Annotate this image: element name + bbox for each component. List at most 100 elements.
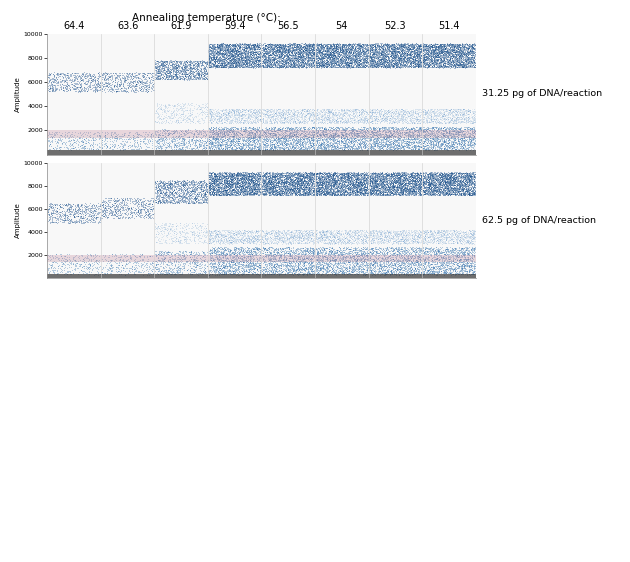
- Point: [274, 105, 284, 114]
- Point: [269, 234, 279, 243]
- Point: [175, 99, 185, 108]
- Point: [304, 45, 314, 54]
- Point: [379, 265, 389, 274]
- Point: [447, 188, 457, 197]
- Point: [275, 51, 285, 60]
- Point: [370, 39, 381, 48]
- Point: [462, 39, 472, 48]
- Point: [303, 178, 313, 187]
- Point: [403, 172, 413, 181]
- Point: [243, 52, 253, 61]
- Point: [352, 269, 362, 278]
- Point: [277, 178, 287, 187]
- Point: [462, 110, 472, 119]
- Point: [111, 87, 121, 96]
- Point: [239, 132, 249, 140]
- Point: [212, 135, 222, 144]
- Point: [381, 246, 391, 255]
- Point: [427, 59, 437, 68]
- Point: [197, 135, 207, 144]
- Point: [425, 131, 435, 140]
- Point: [125, 71, 135, 80]
- Point: [280, 125, 290, 134]
- Point: [386, 43, 396, 52]
- Point: [443, 171, 453, 180]
- Point: [238, 180, 248, 189]
- Point: [384, 252, 394, 261]
- Point: [396, 183, 406, 192]
- Point: [370, 44, 381, 53]
- Point: [436, 57, 446, 66]
- Point: [459, 181, 469, 190]
- Point: [220, 235, 230, 244]
- Point: [365, 53, 375, 62]
- Point: [428, 52, 438, 61]
- Point: [469, 134, 479, 143]
- Point: [289, 53, 299, 62]
- Point: [83, 269, 93, 278]
- Point: [273, 176, 283, 185]
- Point: [332, 235, 342, 244]
- Point: [224, 116, 234, 125]
- Point: [428, 111, 438, 120]
- Point: [230, 124, 240, 133]
- Point: [421, 144, 432, 153]
- Point: [324, 57, 335, 66]
- Point: [459, 60, 469, 69]
- Point: [129, 206, 139, 215]
- Point: [333, 188, 343, 197]
- Point: [236, 51, 246, 60]
- Point: [334, 39, 344, 48]
- Point: [462, 182, 472, 191]
- Point: [346, 265, 357, 274]
- Point: [86, 75, 96, 84]
- Point: [223, 266, 233, 275]
- Point: [410, 142, 420, 151]
- Point: [153, 183, 163, 192]
- Point: [158, 65, 168, 74]
- Point: [402, 51, 412, 60]
- Point: [432, 46, 442, 55]
- Point: [378, 228, 388, 237]
- Point: [158, 197, 168, 206]
- Point: [329, 169, 339, 178]
- Point: [360, 183, 370, 192]
- Point: [398, 181, 408, 190]
- Point: [358, 170, 368, 179]
- Point: [386, 243, 396, 252]
- Point: [364, 55, 374, 64]
- Point: [375, 48, 386, 57]
- Point: [177, 257, 187, 266]
- Point: [440, 44, 450, 53]
- Point: [248, 51, 258, 60]
- Point: [66, 145, 76, 154]
- Point: [185, 253, 195, 262]
- Point: [318, 189, 328, 198]
- Point: [446, 179, 456, 188]
- Point: [401, 140, 411, 149]
- Point: [160, 183, 170, 192]
- Point: [407, 226, 417, 235]
- Point: [369, 46, 379, 55]
- Point: [164, 248, 175, 257]
- Point: [316, 188, 326, 197]
- Point: [351, 49, 361, 58]
- Point: [347, 46, 357, 55]
- Point: [428, 171, 438, 180]
- Point: [468, 127, 478, 136]
- Point: [164, 198, 174, 207]
- Point: [304, 183, 314, 192]
- Point: [355, 106, 365, 115]
- Point: [291, 266, 301, 275]
- Point: [236, 58, 246, 67]
- Point: [401, 250, 411, 259]
- Point: [297, 253, 307, 262]
- Point: [454, 251, 464, 260]
- Point: [367, 144, 377, 153]
- Point: [262, 107, 272, 116]
- Point: [217, 106, 227, 115]
- Point: [323, 115, 333, 124]
- Point: [198, 176, 209, 185]
- Point: [264, 191, 274, 200]
- Point: [202, 109, 212, 118]
